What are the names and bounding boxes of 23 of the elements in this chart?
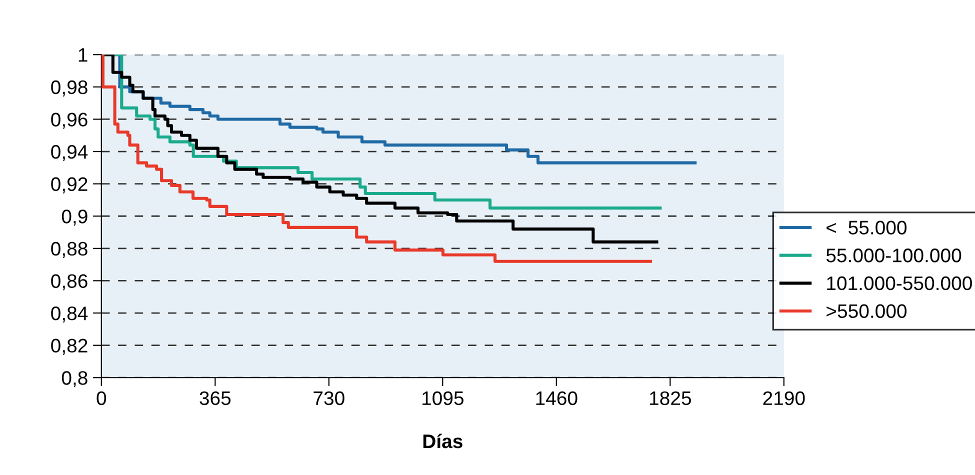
x-tick-label: 1460: [536, 391, 578, 406]
x-tick-label: 2190: [763, 391, 805, 406]
y-tick-label: 1: [78, 48, 88, 62]
y-tick-label: 0,94: [51, 144, 88, 162]
x-tick-label: 365: [200, 391, 231, 406]
y-tick-label: 0,82: [51, 338, 88, 355]
legend-label: < 55.000: [826, 220, 907, 234]
y-tick-label: 0,86: [51, 274, 88, 290]
y-tick-label: 0,8: [62, 371, 88, 388]
legend-label: >550.000: [826, 304, 907, 318]
x-tick-label: 1825: [650, 391, 691, 406]
x-axis-title: Días: [423, 434, 462, 448]
x-tick-label: 1095: [422, 391, 464, 406]
y-tick-label: 0,92: [51, 177, 88, 194]
legend-label: 55.000-100.000: [826, 248, 962, 262]
x-tick-label: 730: [314, 391, 344, 406]
y-tick-label: 0,98: [51, 80, 88, 96]
y-tick-label: 0,88: [51, 242, 88, 258]
legend-label: 101.000-550.000: [827, 276, 972, 290]
x-tick-label: 0: [96, 391, 106, 406]
y-tick-label: 0,9: [62, 210, 88, 226]
y-tick-label: 0,96: [51, 112, 88, 129]
y-tick-label: 0,84: [51, 306, 88, 323]
